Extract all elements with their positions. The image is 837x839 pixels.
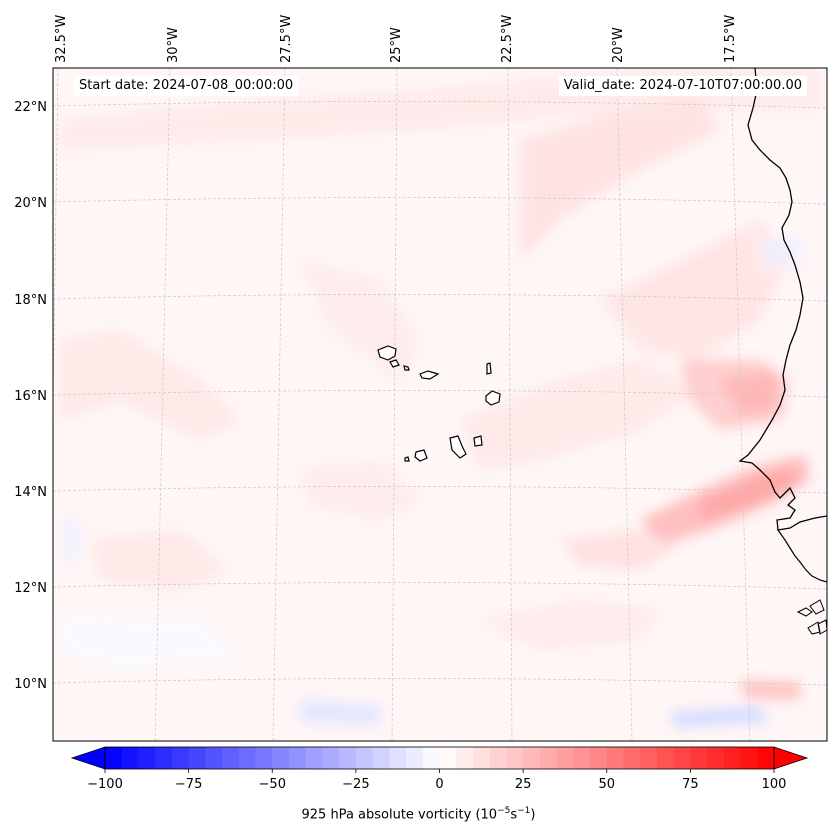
santa-luzia-island bbox=[403, 365, 410, 371]
colorbar-max-extend bbox=[773, 746, 809, 770]
maio-island bbox=[473, 435, 483, 447]
colorbar-cell bbox=[489, 747, 508, 769]
lon-label: 22.5°W bbox=[500, 15, 515, 63]
santiago-island bbox=[449, 435, 467, 459]
lat-label: 10°N bbox=[14, 677, 47, 692]
longitude-labels: 32.5°W 30°W 27.5°W 25°W 22.5°W 20°W 17.5… bbox=[54, 15, 738, 63]
santo-antao-island bbox=[377, 345, 397, 361]
boa-vista-island bbox=[485, 390, 501, 406]
colorbar-cell bbox=[339, 747, 357, 769]
sal-island bbox=[486, 362, 492, 375]
brava-island bbox=[404, 456, 410, 462]
colorbar-cell bbox=[556, 747, 574, 769]
colorbar-cell bbox=[355, 747, 374, 769]
colorbar-label-end: ) bbox=[530, 807, 536, 823]
map-panel bbox=[53, 68, 827, 741]
lat-label: 12°N bbox=[14, 581, 47, 596]
valid-date-label: Valid_date: 2024-07-10T07:00:00.00 bbox=[558, 76, 807, 96]
map-frame bbox=[52, 67, 828, 742]
colorbar-ticks: −100 −75 −50 −25 0 25 50 75 100 bbox=[87, 769, 786, 792]
colorbar-tick-label: −75 bbox=[175, 777, 202, 792]
colorbar-cell bbox=[690, 747, 708, 769]
colorbar-cell bbox=[506, 747, 524, 769]
colorbar-label-exponent-2: −1 bbox=[517, 806, 531, 816]
coastal-islands bbox=[796, 599, 827, 635]
colorbar-cell bbox=[573, 747, 591, 769]
colorbar-cell bbox=[188, 747, 206, 769]
colorbar-cell bbox=[539, 747, 558, 769]
colorbar-cell bbox=[472, 747, 491, 769]
longitude-gridlines bbox=[53, 68, 751, 741]
lon-label: 27.5°W bbox=[279, 15, 294, 63]
colorbar-cell bbox=[606, 747, 625, 769]
lon-label: 17.5°W bbox=[723, 15, 738, 63]
colorbar-cell bbox=[155, 747, 173, 769]
colorbar-cell bbox=[740, 747, 758, 769]
colorbar-cell bbox=[640, 747, 658, 769]
colorbar-tick-label: 25 bbox=[515, 777, 532, 792]
colorbar-cells bbox=[105, 747, 775, 769]
africa-coastline bbox=[738, 68, 827, 531]
lon-label: 20°W bbox=[611, 27, 626, 63]
colorbar-cell bbox=[288, 747, 307, 769]
colorbar-cell bbox=[656, 747, 675, 769]
colorbar-cell bbox=[222, 747, 240, 769]
sao-nicolau-island bbox=[419, 370, 440, 380]
colorbar-cell bbox=[272, 747, 290, 769]
guinea-bissau-coastline bbox=[777, 529, 827, 583]
colorbar-cell bbox=[456, 747, 474, 769]
lat-label: 22°N bbox=[14, 100, 47, 115]
lon-label: 30°W bbox=[166, 27, 181, 63]
colorbar-cell bbox=[171, 747, 190, 769]
colorbar-tick-label: 100 bbox=[762, 777, 787, 792]
colorbar-cell bbox=[590, 747, 608, 769]
colorbar-cell bbox=[238, 747, 257, 769]
colorbar-cell bbox=[673, 747, 691, 769]
cape-verde-islands bbox=[377, 345, 501, 462]
lat-label: 20°N bbox=[14, 196, 47, 211]
colorbar-cell bbox=[723, 747, 742, 769]
lon-label: 32.5°W bbox=[54, 15, 69, 63]
latitude-gridlines bbox=[53, 101, 827, 686]
colorbar-tick-label: −100 bbox=[87, 777, 123, 792]
colorbar-cell bbox=[757, 747, 775, 769]
colorbar-tick-label: −50 bbox=[259, 777, 286, 792]
colorbar-cell bbox=[255, 747, 273, 769]
colorbar-tick-label: 75 bbox=[682, 777, 699, 792]
colorbar-cell bbox=[138, 747, 156, 769]
colorbar-cell bbox=[439, 747, 457, 769]
colorbar-label-text: 925 hPa absolute vorticity (10 bbox=[301, 807, 498, 823]
colorbar-cell bbox=[372, 747, 390, 769]
lon-label: 25°W bbox=[389, 27, 404, 63]
colorbar-label-unit: s bbox=[510, 807, 518, 823]
latitude-labels: 22°N 20°N 18°N 16°N 14°N 12°N 10°N bbox=[14, 100, 47, 692]
colorbar-label-exponent-1: −5 bbox=[497, 806, 511, 816]
colorbar-min-extend bbox=[70, 746, 106, 770]
colorbar-cell bbox=[205, 747, 223, 769]
sao-vicente-island bbox=[389, 359, 400, 368]
colorbar-label: 925 hPa absolute vorticity (10−5s−1) bbox=[0, 806, 837, 822]
lat-label: 16°N bbox=[14, 389, 47, 404]
colorbar-cell bbox=[322, 747, 340, 769]
colorbar-cell bbox=[389, 747, 407, 769]
colorbar-tick-label: 0 bbox=[435, 777, 443, 792]
colorbar-cell bbox=[121, 747, 140, 769]
colorbar-cell bbox=[305, 747, 324, 769]
colorbar-cell bbox=[406, 747, 424, 769]
colorbar-tick-label: −25 bbox=[342, 777, 369, 792]
vorticity-field-patches bbox=[60, 70, 820, 728]
lat-label: 14°N bbox=[14, 485, 47, 500]
colorbar-cell bbox=[105, 747, 123, 769]
lat-label: 18°N bbox=[14, 293, 47, 308]
colorbar: −100 −75 −50 −25 0 25 50 75 100 bbox=[70, 746, 809, 792]
colorbar-cell bbox=[422, 747, 441, 769]
fogo-island bbox=[414, 449, 428, 462]
colorbar-cell bbox=[523, 747, 541, 769]
colorbar-cell bbox=[707, 747, 725, 769]
colorbar-tick-label: 50 bbox=[598, 777, 615, 792]
colorbar-cell bbox=[623, 747, 641, 769]
start-date-label: Start date: 2024-07-08_00:00:00 bbox=[74, 76, 299, 96]
